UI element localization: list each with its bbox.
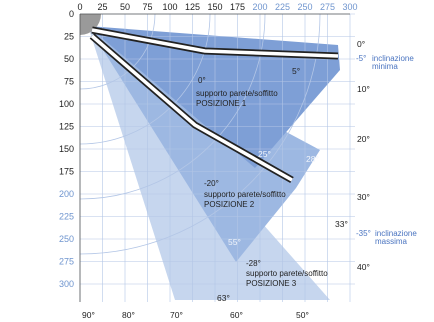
position-line2: POSIZIONE 1: [196, 99, 247, 108]
position-line2: POSIZIONE 2: [204, 200, 255, 209]
angle-mark: 25°: [258, 149, 271, 159]
bottom-angle-label: 80°: [122, 310, 135, 320]
top-tick-label: 300: [342, 2, 357, 12]
position-angle: -28°: [246, 259, 261, 268]
right-angle-label: 10°: [357, 84, 370, 94]
position-1-label: 0° supporto parete/soffitto POSIZIONE 1: [196, 76, 278, 108]
left-tick-label: 125: [59, 122, 74, 132]
angle-mark: 33°: [335, 219, 348, 229]
left-tick-label: 25: [64, 32, 74, 42]
right-angle-label: 40°: [357, 262, 370, 272]
position-2-label: -20° supporto parete/soffitto POSIZIONE …: [204, 179, 286, 209]
min-tilt-text: inclinazione: [372, 54, 414, 63]
left-tick-label: 0: [69, 9, 74, 19]
bottom-angle-label: 60°: [230, 310, 243, 320]
angle-mark: 55°: [228, 237, 241, 247]
top-tick-label: 250: [297, 2, 312, 12]
min-tilt-text: minima: [372, 62, 398, 71]
arm-position-2: [89, 33, 294, 184]
left-tick-label: 300: [59, 279, 74, 289]
left-tick-label: 250: [59, 234, 74, 244]
top-tick-label: 50: [120, 2, 130, 12]
max-tilt-text: inclinazione: [375, 229, 417, 238]
left-tick-label: 275: [59, 257, 74, 267]
position-line1: supporto parete/soffitto: [246, 269, 328, 278]
bottom-angle-label: 90°: [82, 310, 95, 320]
position-line2: POSIZIONE 3: [246, 279, 297, 288]
mount-icon: [80, 14, 101, 35]
top-tick-label: 75: [142, 2, 152, 12]
fan-position-1: [88, 26, 340, 168]
angle-mark: 5°: [292, 66, 300, 76]
left-tick-label: 175: [59, 167, 74, 177]
position-line1: supporto parete/soffitto: [204, 190, 286, 199]
left-tick-label: 100: [59, 99, 74, 109]
max-tilt-text: massima: [375, 237, 408, 246]
top-tick-label: 125: [185, 2, 200, 12]
top-axis-ticks: 0 25 50 75 100 125 150 175 200 225 250 275 300: [77, 2, 357, 12]
right-angle-label: 0°: [357, 39, 365, 49]
left-tick-label: 50: [64, 54, 74, 64]
left-tick-label: 150: [59, 144, 74, 154]
position-line1: supporto parete/soffitto: [196, 89, 278, 98]
top-tick-label: 175: [230, 2, 245, 12]
min-tilt-angle: -5°: [356, 54, 366, 63]
top-tick-label: 25: [97, 2, 107, 12]
position-angle: -20°: [204, 179, 219, 188]
angle-mark: 63°: [217, 293, 230, 303]
left-tick-label: 75: [64, 77, 74, 87]
top-tick-label: 100: [162, 2, 177, 12]
right-angle-label: 20°: [357, 134, 370, 144]
max-tilt-annotation: -35° inclinazione massima: [356, 229, 417, 246]
left-axis-ticks: 0 25 50 75 100 125 150 175 200 225 250 275 300: [59, 9, 74, 289]
distance-arc: [79, 13, 321, 255]
bottom-angle-label: 50°: [296, 310, 309, 320]
top-tick-label: 0: [77, 2, 82, 12]
min-tilt-annotation: -5° inclinazione minima: [356, 54, 414, 71]
right-angle-label: 30°: [357, 192, 370, 202]
arm-position-1: [91, 26, 339, 60]
top-tick-label: 200: [252, 2, 267, 12]
top-tick-label: 150: [207, 2, 222, 12]
left-tick-label: 225: [59, 212, 74, 222]
angle-mark: 28°: [306, 154, 319, 164]
position-3-label: -28° supporto parete/soffitto POSIZIONE …: [246, 259, 328, 288]
left-tick-label: 200: [59, 189, 74, 199]
top-tick-label: 275: [320, 2, 335, 12]
bottom-angle-label: 70°: [170, 310, 183, 320]
position-angle: 0°: [198, 76, 206, 85]
max-tilt-angle: -35°: [356, 229, 371, 238]
top-tick-label: 225: [275, 2, 290, 12]
